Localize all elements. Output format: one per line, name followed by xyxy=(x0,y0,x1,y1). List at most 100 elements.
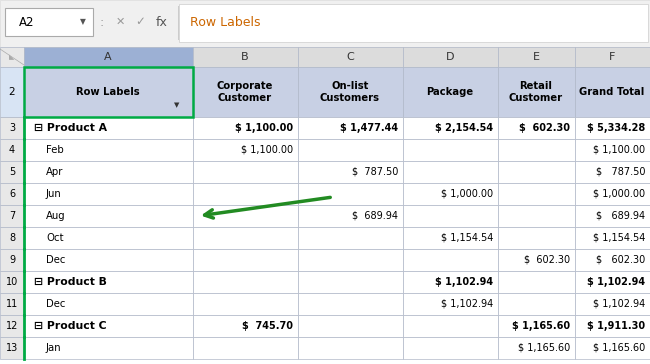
Bar xyxy=(403,67,498,117)
Bar xyxy=(0,47,24,67)
Bar xyxy=(0,271,24,293)
Bar xyxy=(179,4,648,42)
Bar xyxy=(403,205,498,227)
Bar xyxy=(498,67,575,117)
Bar xyxy=(575,315,650,337)
Text: Retail
Customer: Retail Customer xyxy=(509,81,563,103)
Bar xyxy=(24,271,193,293)
Text: $ 1,154.54: $ 1,154.54 xyxy=(593,233,645,243)
Bar xyxy=(575,67,650,117)
Bar xyxy=(0,249,24,271)
Bar xyxy=(24,249,193,271)
Text: $ 1,165.60: $ 1,165.60 xyxy=(518,343,570,353)
Text: Row Labels: Row Labels xyxy=(190,16,261,28)
Bar xyxy=(24,47,193,67)
Text: $   689.94: $ 689.94 xyxy=(596,211,645,221)
Text: A2: A2 xyxy=(20,16,34,28)
Text: ⊟ Product A: ⊟ Product A xyxy=(34,123,107,133)
Text: $  602.30: $ 602.30 xyxy=(524,255,570,265)
Bar xyxy=(0,205,24,227)
Bar xyxy=(0,227,24,249)
Bar xyxy=(24,67,193,117)
Text: B: B xyxy=(241,52,249,62)
Text: Package: Package xyxy=(426,87,474,97)
Bar xyxy=(193,315,298,337)
Bar xyxy=(193,67,298,117)
Bar xyxy=(193,227,298,249)
Text: $ 2,154.54: $ 2,154.54 xyxy=(435,123,493,133)
Text: $  787.50: $ 787.50 xyxy=(352,167,398,177)
Bar xyxy=(5,8,93,36)
Bar xyxy=(498,161,575,183)
Bar xyxy=(403,161,498,183)
Text: Dec: Dec xyxy=(46,255,66,265)
Text: ✓: ✓ xyxy=(135,16,145,28)
Bar xyxy=(193,337,298,359)
Bar xyxy=(575,161,650,183)
Text: $   787.50: $ 787.50 xyxy=(595,167,645,177)
Bar xyxy=(498,183,575,205)
Text: F: F xyxy=(609,52,615,62)
Bar xyxy=(24,161,193,183)
Text: $ 1,477.44: $ 1,477.44 xyxy=(340,123,398,133)
Bar xyxy=(24,227,193,249)
Bar xyxy=(498,337,575,359)
Bar xyxy=(403,227,498,249)
Bar xyxy=(403,271,498,293)
Bar xyxy=(0,161,24,183)
Bar xyxy=(298,205,403,227)
Text: Aug: Aug xyxy=(46,211,66,221)
Text: Apr: Apr xyxy=(46,167,64,177)
Bar xyxy=(24,315,193,337)
Text: $ 1,154.54: $ 1,154.54 xyxy=(441,233,493,243)
Text: $ 1,000.00: $ 1,000.00 xyxy=(441,189,493,199)
Bar xyxy=(298,47,403,67)
Text: $ 1,000.00: $ 1,000.00 xyxy=(593,189,645,199)
Bar xyxy=(298,183,403,205)
Bar xyxy=(0,293,24,315)
Bar xyxy=(24,205,193,227)
Text: A: A xyxy=(104,52,112,62)
Bar xyxy=(24,293,193,315)
Text: D: D xyxy=(446,52,454,62)
Bar xyxy=(298,293,403,315)
Text: 5: 5 xyxy=(9,167,15,177)
Text: :: : xyxy=(100,16,104,28)
Text: Feb: Feb xyxy=(46,145,64,155)
Bar xyxy=(575,117,650,139)
Text: fx: fx xyxy=(156,16,168,28)
Text: 10: 10 xyxy=(6,277,18,287)
Text: ▼: ▼ xyxy=(174,102,179,108)
Bar xyxy=(193,47,298,67)
Bar xyxy=(575,293,650,315)
Text: $ 1,100.00: $ 1,100.00 xyxy=(235,123,293,133)
Bar xyxy=(403,293,498,315)
Bar xyxy=(498,271,575,293)
Bar xyxy=(403,249,498,271)
Bar xyxy=(498,139,575,161)
Bar xyxy=(498,293,575,315)
Text: C: C xyxy=(346,52,354,62)
Bar xyxy=(298,315,403,337)
Bar xyxy=(193,139,298,161)
Bar xyxy=(575,47,650,67)
Text: $ 1,911.30: $ 1,911.30 xyxy=(587,321,645,331)
Bar xyxy=(298,117,403,139)
Bar xyxy=(24,183,193,205)
Text: Jun: Jun xyxy=(46,189,62,199)
Bar xyxy=(575,205,650,227)
Bar xyxy=(193,161,298,183)
Text: $ 1,165.60: $ 1,165.60 xyxy=(593,343,645,353)
Text: 2: 2 xyxy=(8,87,16,97)
Text: 13: 13 xyxy=(6,343,18,353)
Bar xyxy=(0,117,24,139)
Bar xyxy=(0,315,24,337)
Text: $ 5,334.28: $ 5,334.28 xyxy=(587,123,645,133)
Text: On-list
Customers: On-list Customers xyxy=(320,81,380,103)
Text: $ 1,100.00: $ 1,100.00 xyxy=(241,145,293,155)
Bar xyxy=(193,117,298,139)
Bar xyxy=(0,0,650,47)
Bar xyxy=(298,161,403,183)
Text: Dec: Dec xyxy=(46,299,66,309)
Bar xyxy=(178,6,179,40)
